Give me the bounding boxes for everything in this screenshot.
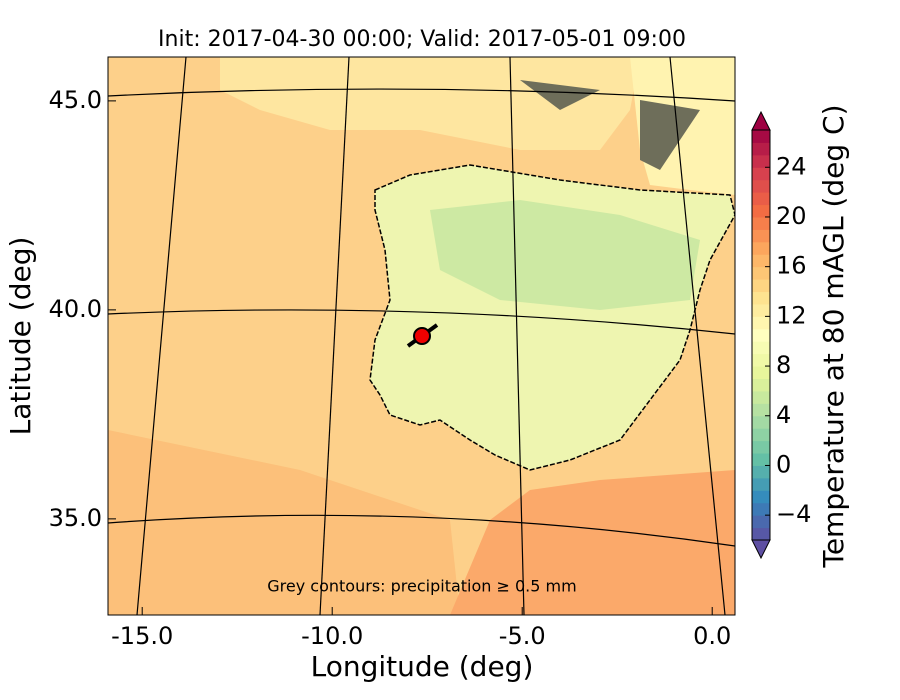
colorbar-label: Temperature at 80 mAGL (deg C)	[817, 104, 850, 568]
colorbar-tick-label: 8	[776, 351, 791, 379]
site-marker	[413, 327, 431, 345]
colorbar-band	[752, 204, 770, 218]
colorbar-band	[752, 291, 770, 305]
colorbar-tick-label: 16	[776, 252, 807, 280]
x-tick-label: 0.0	[693, 622, 731, 650]
colorbar-frame	[751, 129, 771, 541]
ocean-cool	[220, 57, 640, 150]
axes-frame	[107, 56, 736, 616]
colorbar-tick-label: 4	[776, 401, 791, 429]
colorbar-tick-label: −4	[776, 500, 811, 528]
colorbar-band	[752, 279, 770, 293]
colorbar-tick-label: 12	[776, 301, 807, 329]
graticule	[108, 57, 735, 615]
colorbar-band	[752, 378, 770, 392]
ocean-warm	[108, 430, 460, 615]
y-tick-label: 45.0	[49, 86, 102, 114]
colorbar-extend-low	[751, 539, 771, 560]
colorbar-band	[752, 142, 770, 156]
colorbar-tick-label: 24	[776, 152, 807, 180]
colorbar-band	[752, 192, 770, 206]
colorbar-band	[752, 477, 770, 491]
colorbar-band	[752, 303, 770, 317]
x-axis-label: Longitude (deg)	[311, 650, 534, 683]
x-tick-label: -10.0	[301, 622, 363, 650]
colorbar-band	[752, 428, 770, 442]
colorbar-band	[752, 241, 770, 255]
colorbar-band	[752, 515, 770, 529]
colorbar-band	[752, 440, 770, 454]
colorbar-band	[752, 465, 770, 479]
colorbar-band	[752, 453, 770, 466]
colorbar-band	[752, 130, 770, 143]
colorbar-band	[752, 266, 770, 280]
colorbar-band	[752, 254, 770, 268]
colorbar-band	[752, 179, 770, 193]
colorbar-band	[752, 415, 770, 429]
colorbar-band	[752, 154, 770, 168]
colorbar-band	[752, 366, 770, 379]
colorbar-tick-label: 20	[776, 202, 807, 230]
colorbar-band	[752, 341, 770, 355]
y-axis-label: Latitude (deg)	[4, 237, 37, 436]
colorbar-band	[752, 353, 770, 367]
chart-title: Init: 2017-04-30 00:00; Valid: 2017-05-0…	[158, 27, 686, 52]
cold-terrain	[520, 80, 700, 170]
cool-zone	[430, 200, 700, 310]
colorbar-band	[752, 316, 770, 330]
colorbar-band	[752, 328, 770, 342]
y-tick-label: 40.0	[49, 295, 102, 323]
colorbar-band	[752, 502, 770, 516]
map-area	[108, 57, 735, 615]
y-tick-label: 35.0	[49, 504, 102, 532]
colorbar-tick-label: 0	[776, 450, 791, 478]
colorbar-extend-high	[751, 110, 771, 131]
colorbar-band	[752, 490, 770, 504]
annotation: Grey contours: precipitation ≥ 0.5 mm	[267, 577, 576, 596]
colorbar-band	[752, 229, 770, 243]
x-tick-label: -15.0	[111, 622, 173, 650]
x-tick-label: -5.0	[499, 622, 546, 650]
colorbar-band	[752, 216, 770, 230]
colorbar-band	[752, 390, 770, 404]
colorbar-band	[752, 527, 770, 541]
colorbar-band	[752, 403, 770, 417]
colorbar-band	[752, 167, 770, 181]
